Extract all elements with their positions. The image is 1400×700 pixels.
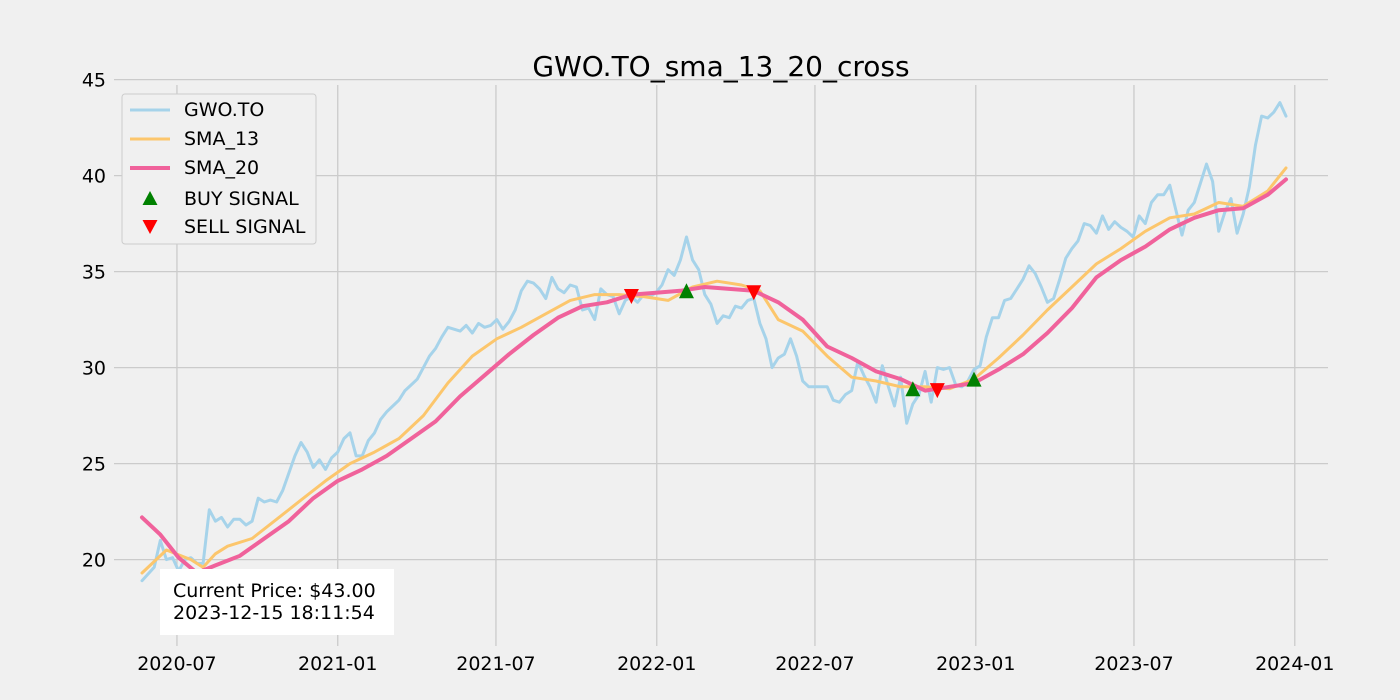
y-tick-label: 20 <box>82 550 106 572</box>
x-tick-label: 2023-07 <box>1094 653 1173 675</box>
sell-signal-marker <box>929 383 945 399</box>
x-tick-label: 2024-01 <box>1255 653 1334 675</box>
signal-markers <box>189 283 982 585</box>
y-tick-label: 40 <box>82 166 106 188</box>
x-tick-label: 2022-01 <box>617 653 696 675</box>
current-price-text: Current Price: $43.00 <box>173 580 376 602</box>
y-tick-label: 25 <box>82 454 106 476</box>
sell-signal-marker <box>623 289 639 305</box>
x-tick-label: 2021-07 <box>456 653 535 675</box>
x-tick-label: 2022-07 <box>775 653 854 675</box>
sell-signal-marker <box>746 285 762 301</box>
legend: GWO.TO SMA_13 SMA_20 BUY SIGNAL SELL SIG… <box>121 93 317 245</box>
grid <box>114 78 1328 646</box>
y-tick-labels: 20 25 30 35 40 45 <box>82 70 106 572</box>
x-tick-label: 2023-01 <box>936 653 1015 675</box>
series-line-sma-20 <box>140 177 1288 575</box>
chart-title: GWO.TO_sma_13_20_cross <box>532 50 909 83</box>
legend-buy-marker <box>142 191 158 205</box>
buy-signal-marker <box>905 381 921 397</box>
buy-signal-marker <box>966 371 982 387</box>
annotation-box <box>160 569 394 635</box>
legend-box <box>121 93 317 245</box>
legend-label-sma-20: SMA_20 <box>184 157 259 179</box>
x-tick-label: 2021-01 <box>298 653 377 675</box>
x-tick-labels: 2020-07 2021-01 2021-07 2022-01 2022-07 2023-… <box>137 653 1334 675</box>
legend-label-sell: SELL SIGNAL <box>184 216 306 238</box>
series-line-gwo-to <box>140 101 1288 583</box>
x-tick-label: 2020-07 <box>137 653 216 675</box>
legend-label-buy: BUY SIGNAL <box>184 188 299 210</box>
current-time-text: 2023-12-15 18:11:54 <box>173 602 375 624</box>
y-tick-label: 45 <box>82 70 106 92</box>
series-line-sma-13 <box>140 166 1288 575</box>
legend-label-price: GWO.TO <box>184 99 264 121</box>
current-price-annotation: Current Price: $43.00 2023-12-15 18:11:5… <box>160 569 394 635</box>
series-lines <box>140 101 1288 583</box>
legend-label-sma-13: SMA_13 <box>184 128 259 150</box>
buy-signal-marker <box>678 283 694 299</box>
y-tick-label: 30 <box>82 358 106 380</box>
y-tick-label: 35 <box>82 262 106 284</box>
legend-sell-marker <box>142 220 158 234</box>
